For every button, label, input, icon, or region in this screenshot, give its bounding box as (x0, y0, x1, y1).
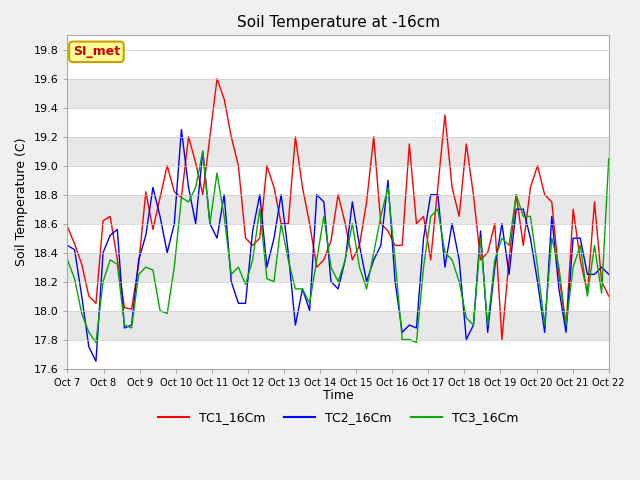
Bar (67, 311, 609, 339)
TC3_16Cm (256, 206, 264, 212)
Bar (67, 224, 609, 252)
Legend: TC1_16Cm, TC2_16Cm, TC3_16Cm: TC1_16Cm, TC2_16Cm, TC3_16Cm (153, 406, 524, 429)
TC1_16Cm (63, 224, 71, 229)
Bar (67, 108, 609, 137)
TC1_16Cm (306, 221, 314, 227)
TC3_16Cm (92, 339, 100, 345)
Bar (67, 166, 609, 195)
TC2_16Cm (63, 242, 71, 248)
TC1_16Cm (370, 134, 378, 140)
Line: TC1_16Cm: TC1_16Cm (67, 79, 609, 339)
TC1_16Cm (292, 134, 300, 140)
TC1_16Cm (249, 242, 257, 248)
Text: SI_met: SI_met (73, 45, 120, 59)
TC1_16Cm (213, 76, 221, 82)
TC2_16Cm (185, 185, 193, 191)
TC1_16Cm (498, 336, 506, 342)
Bar (67, 195, 609, 224)
X-axis label: Time: Time (323, 389, 353, 402)
TC2_16Cm (313, 192, 321, 198)
TC2_16Cm (299, 286, 307, 292)
TC2_16Cm (177, 127, 185, 132)
TC3_16Cm (177, 195, 185, 201)
TC2_16Cm (92, 359, 100, 364)
Y-axis label: Soil Temperature (C): Soil Temperature (C) (15, 138, 28, 266)
Line: TC3_16Cm: TC3_16Cm (67, 151, 609, 342)
TC3_16Cm (313, 257, 321, 263)
TC3_16Cm (199, 148, 207, 154)
TC1_16Cm (256, 235, 264, 241)
TC1_16Cm (170, 189, 178, 195)
Bar (67, 137, 609, 166)
Title: Soil Temperature at -16cm: Soil Temperature at -16cm (237, 15, 440, 30)
Bar (67, 79, 609, 108)
Bar (67, 252, 609, 282)
TC3_16Cm (63, 257, 71, 263)
TC2_16Cm (256, 192, 264, 198)
TC2_16Cm (263, 264, 271, 270)
TC2_16Cm (377, 242, 385, 248)
TC3_16Cm (377, 214, 385, 219)
TC2_16Cm (605, 272, 612, 277)
TC3_16Cm (299, 286, 307, 292)
TC3_16Cm (263, 276, 271, 282)
Line: TC2_16Cm: TC2_16Cm (67, 130, 609, 361)
TC1_16Cm (605, 293, 612, 299)
Bar (67, 339, 609, 369)
Bar (67, 50, 609, 79)
TC3_16Cm (605, 156, 612, 161)
Bar (67, 282, 609, 311)
